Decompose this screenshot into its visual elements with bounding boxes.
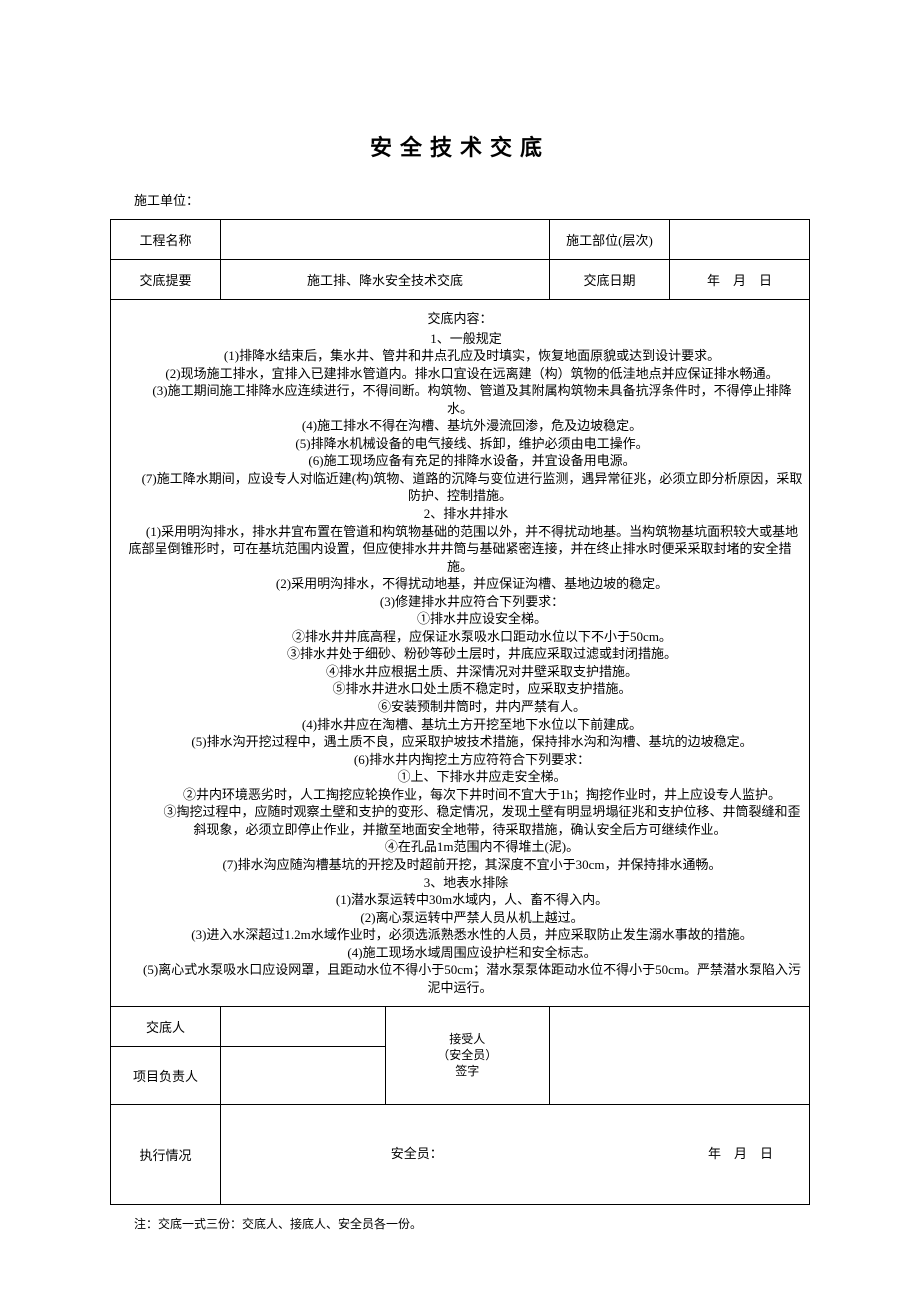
row-project: 工程名称 施工部位(层次)	[111, 220, 810, 260]
execution-label: 执行情况	[111, 1105, 221, 1205]
s2-i3-3: ③排水井处于细砂、粉砂等砂土层时，井底应采取过滤或封闭措施。	[161, 645, 803, 663]
s2-i3-1: ①排水井应设安全梯。	[161, 610, 803, 628]
s2-i6-1: ①上、下排水井应走安全梯。	[161, 768, 803, 786]
s1-i5: (5)排降水机械设备的电气接线、拆卸，维护必须由电工操作。	[141, 435, 803, 453]
execution-date: 年 月 日	[708, 1143, 773, 1162]
s3-title: 3、地表水排除	[129, 874, 803, 892]
receiver-label: 接受人 （安全员） 签字	[385, 1007, 550, 1105]
s1-i7: (7)施工降水期间，应设专人对临近建(构)筑物、道路的沉降与变位进行监测，遇异常…	[117, 470, 803, 505]
s2-i6-2: ②井内环境恶劣时，人工掏挖应轮换作业，每次下井时间不宜大于1h；掏挖作业时，井上…	[117, 786, 803, 804]
date-label: 交底日期	[550, 260, 670, 300]
s2-i4: (4)排水井应在淘槽、基坑土方开挖至地下水位以下前建成。	[141, 716, 803, 734]
s1-i4: (4)施工排水不得在沟槽、基坑外漫流回渗，危及边坡稳定。	[141, 417, 803, 435]
s3-i1: (1)潜水泵运转中30m水域内，人、畜不得入内。	[141, 891, 803, 909]
page-title: 安全技术交底	[110, 130, 810, 162]
s1-i6: (6)施工现场应备有充足的排降水设备，并宜设备用电源。	[141, 452, 803, 470]
summary-label: 交底提要	[111, 260, 221, 300]
execution-cell: 安全员： 年 月 日	[221, 1105, 810, 1205]
discloser-label: 交底人	[111, 1007, 221, 1047]
project-name-value	[221, 220, 550, 260]
row-summary: 交底提要 施工排、降水安全技术交底 交底日期 年 月 日	[111, 260, 810, 300]
safety-officer-label: 安全员：	[391, 1143, 443, 1162]
project-name-label: 工程名称	[111, 220, 221, 260]
date-value: 年 月 日	[670, 260, 810, 300]
s3-i3: (3)进入水深超过1.2m水域作业时，必须选派熟悉水性的人员，并应采取防止发生溺…	[141, 926, 803, 944]
summary-value: 施工排、降水安全技术交底	[221, 260, 550, 300]
s3-i4: (4)施工现场水域周围应设护栏和安全标志。	[141, 944, 803, 962]
construction-unit-label: 施工单位：	[110, 190, 810, 209]
s3-i5: (5)离心式水泵吸水口应设网罩，且距动水位不得小于50cm；潜水泵泵体距动水位不…	[117, 961, 803, 996]
s2-i3-2: ②排水井井底高程，应保证水泵吸水口距动水位以下不小于50cm。	[161, 628, 803, 646]
s2-i3: (3)修建排水井应符合下列要求：	[141, 593, 803, 611]
s1-i3: (3)施工期间施工排降水应连续进行，不得间断。构筑物、管道及其附属构筑物未具备抗…	[117, 382, 803, 417]
disclosure-content: 交底内容： 1、一般规定 (1)排降水结束后，集水井、管井和井点孔应及时填实，恢…	[111, 300, 810, 1007]
s1-i1: (1)排降水结束后，集水井、管井和井点孔应及时填实，恢复地面原貌或达到设计要求。	[141, 347, 803, 365]
row-discloser: 交底人 接受人 （安全员） 签字	[111, 1007, 810, 1047]
s2-i5: (5)排水沟开挖过程中，遇土质不良，应采取护坡技术措施，保持排水沟和沟槽、基坑的…	[141, 733, 803, 751]
s2-i3-5: ⑤排水井进水口处土质不稳定时，应采取支护措施。	[161, 680, 803, 698]
s2-title: 2、排水井排水	[129, 505, 803, 523]
s1-i2: (2)现场施工排水，宜排入已建排水管道内。排水口宜设在远离建（构）筑物的低洼地点…	[117, 365, 803, 383]
s2-i3-4: ④排水井应根据土质、井深情况对井壁采取支护措施。	[161, 663, 803, 681]
disclosure-table: 工程名称 施工部位(层次) 交底提要 施工排、降水安全技术交底 交底日期 年 月…	[110, 219, 810, 1205]
row-execution: 执行情况 安全员： 年 月 日	[111, 1105, 810, 1205]
s3-i2: (2)离心泵运转中严禁人员从机上越过。	[141, 909, 803, 927]
construction-part-label: 施工部位(层次)	[550, 220, 670, 260]
s2-i7: (7)排水沟应随沟槽基坑的开挖及时超前开挖，其深度不宜小于30cm，并保持排水通…	[141, 856, 803, 874]
manager-label: 项目负责人	[111, 1047, 221, 1105]
footer-note: 注：交底一式三份：交底人、接底人、安全员各一份。	[110, 1215, 810, 1232]
content-heading: 交底内容：	[117, 310, 803, 328]
receiver-value	[550, 1007, 810, 1105]
row-content: 交底内容： 1、一般规定 (1)排降水结束后，集水井、管井和井点孔应及时填实，恢…	[111, 300, 810, 1007]
construction-part-value	[670, 220, 810, 260]
discloser-value	[221, 1007, 386, 1047]
s2-i3-6: ⑥安装预制井筒时，井内严禁有人。	[161, 698, 803, 716]
s2-i2: (2)采用明沟排水，不得扰动地基，并应保证沟槽、基地边坡的稳定。	[141, 575, 803, 593]
manager-value	[221, 1047, 386, 1105]
s1-title: 1、一般规定	[129, 330, 803, 348]
s2-i6-4: ④在孔品1m范围内不得堆土(泥)。	[161, 838, 803, 856]
s2-i1: (1)采用明沟排水，排水井宜布置在管道和构筑物基础的范围以外，并不得扰动地基。当…	[117, 523, 803, 576]
s2-i6: (6)排水井内掏挖土方应符符合下列要求：	[141, 751, 803, 769]
s2-i6-3: ③掏挖过程中，应随时观察土壁和支护的变形、稳定情况，发现土壁有明显坍塌征兆和支护…	[117, 803, 803, 838]
